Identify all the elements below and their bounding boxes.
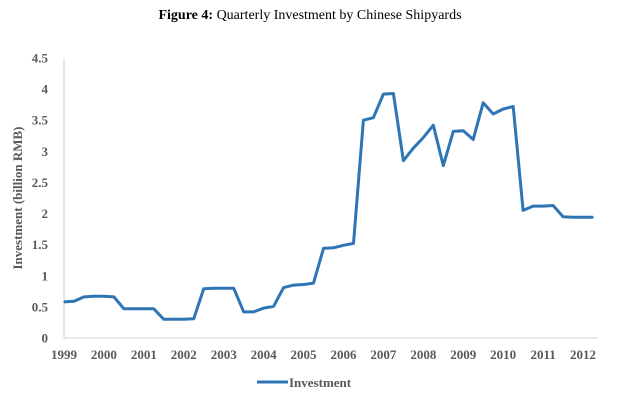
y-tick-label: 0	[42, 331, 49, 346]
data-point	[242, 311, 245, 313]
legend: Investment	[257, 375, 352, 390]
data-point	[202, 288, 205, 290]
y-axis-title: Investment (billion RMB)	[10, 127, 25, 270]
data-point	[322, 247, 325, 250]
data-point	[392, 92, 395, 95]
data-point	[143, 308, 145, 310]
data-point	[292, 284, 295, 286]
x-tick-label: 2001	[131, 347, 157, 362]
data-point	[552, 204, 554, 207]
y-tick-label: 3.5	[32, 113, 49, 128]
x-tick-label: 2011	[530, 347, 555, 362]
x-tick-label: 2002	[171, 347, 197, 362]
x-tick-label: 2006	[330, 347, 357, 362]
data-point	[262, 307, 265, 309]
y-tick-label: 4	[42, 82, 49, 97]
x-tick-label: 2008	[410, 347, 437, 362]
axes	[63, 58, 598, 339]
data-point	[103, 295, 105, 298]
data-point	[582, 216, 584, 219]
data-point	[222, 287, 225, 290]
data-point	[153, 308, 155, 310]
data-point	[282, 286, 285, 289]
series-line-investment	[63, 92, 593, 321]
data-point	[302, 283, 305, 286]
y-tick-label: 2	[42, 206, 49, 221]
data-point	[432, 124, 435, 126]
data-point	[183, 318, 185, 321]
y-tick-label: 0.5	[32, 299, 49, 314]
x-tick-label: 2000	[91, 347, 117, 362]
legend-label-investment: Investment	[289, 375, 352, 390]
data-point	[502, 108, 505, 110]
data-point	[402, 159, 405, 162]
x-tick-label: 2007	[370, 347, 397, 362]
data-point	[252, 311, 255, 313]
data-point	[512, 105, 514, 108]
figure-caption: Quarterly Investment by Chinese Shipyard…	[216, 8, 462, 23]
data-point	[63, 301, 65, 303]
y-tick-label: 1.5	[32, 237, 49, 252]
data-point	[482, 102, 485, 104]
y-tick-label: 3	[42, 144, 49, 159]
data-point	[532, 205, 534, 207]
data-point	[163, 318, 165, 321]
x-tick-label: 1999	[51, 347, 78, 362]
data-point	[332, 247, 335, 249]
series-layer	[63, 92, 594, 321]
data-point	[272, 305, 275, 308]
data-point	[492, 113, 495, 115]
data-point	[83, 296, 85, 298]
data-point	[73, 300, 75, 303]
data-point	[133, 308, 135, 310]
figure-number: Figure 4:	[158, 8, 214, 23]
y-tick-label: 1	[42, 268, 49, 283]
x-tick-label: 2003	[211, 347, 238, 362]
data-point	[462, 130, 465, 132]
x-tick-labels: 1999 2000 2001 2002 2003 2004 2005 2006 2007 2008…	[51, 347, 596, 362]
x-tick-label: 2009	[450, 347, 477, 362]
data-point	[412, 147, 415, 149]
data-point	[422, 136, 425, 139]
data-point	[522, 209, 524, 212]
data-point	[472, 138, 475, 141]
y-tick-labels: 0 0.5 1 1.5 2 2.5 3 3.5 4 4.5	[32, 51, 49, 346]
x-tick-label: 2012	[570, 347, 596, 362]
data-point	[352, 242, 355, 245]
y-tick-label: 2.5	[32, 175, 49, 190]
x-tick-label: 2004	[251, 347, 278, 362]
data-point	[442, 164, 445, 167]
figure-title: Figure 4: Quarterly Investment by Chines…	[0, 8, 620, 24]
data-point	[123, 308, 125, 310]
data-point	[452, 130, 455, 133]
data-point	[562, 215, 564, 218]
data-point	[113, 296, 115, 298]
data-point	[572, 216, 574, 219]
data-point	[232, 287, 235, 290]
data-point	[382, 93, 385, 95]
x-tick-label: 2005	[291, 347, 318, 362]
data-point	[173, 318, 175, 321]
data-point	[93, 295, 95, 298]
data-point	[372, 116, 375, 119]
data-point	[212, 287, 215, 290]
data-point	[592, 216, 594, 219]
data-point	[312, 282, 315, 285]
data-point	[542, 205, 544, 207]
y-tick-label: 4.5	[32, 51, 49, 66]
x-tick-label: 2010	[490, 347, 516, 362]
data-point	[193, 317, 195, 320]
data-point	[342, 244, 345, 247]
data-point	[362, 119, 365, 121]
